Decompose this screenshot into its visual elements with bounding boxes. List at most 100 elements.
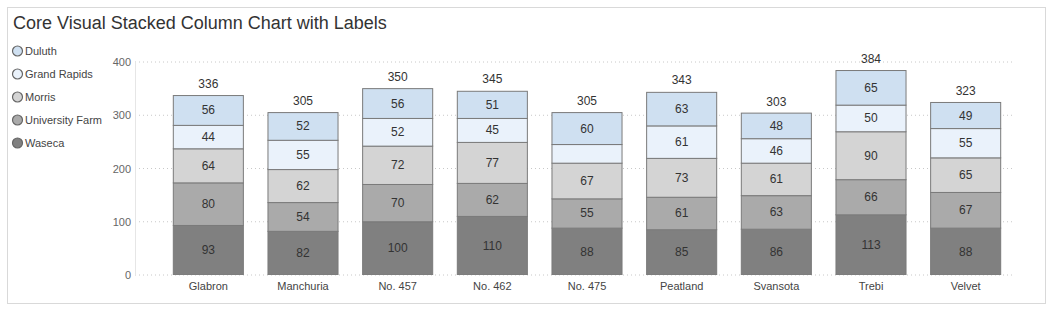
- bar-segment: [741, 113, 811, 139]
- legend-label: Grand Rapids: [25, 68, 93, 80]
- data-label: 54: [296, 210, 310, 224]
- data-label: 63: [675, 102, 689, 116]
- bar-segment: [741, 196, 811, 230]
- x-tick: Svansota: [753, 275, 800, 292]
- bar-segment: [552, 199, 622, 228]
- bar-segment: [647, 92, 717, 126]
- data-label: 67: [959, 203, 973, 217]
- total-label: 350: [388, 70, 408, 84]
- x-tick: No. 462: [473, 275, 512, 292]
- bar-segment: [741, 163, 811, 195]
- grid: [135, 62, 1013, 275]
- legend-marker: [13, 138, 23, 148]
- bar-segment: [552, 163, 622, 199]
- data-label: 93: [202, 243, 216, 257]
- bar-segment: [173, 125, 243, 148]
- legend-label: University Farm: [25, 114, 102, 126]
- data-label: 46: [770, 144, 784, 158]
- bar-segment: [268, 203, 338, 232]
- x-tick-label: Glabron: [189, 280, 228, 292]
- data-label: 49: [959, 109, 973, 123]
- data-label: 72: [391, 158, 405, 172]
- data-label: 56: [202, 103, 216, 117]
- bar-segment: [457, 216, 527, 275]
- y-tick: 200: [113, 163, 135, 175]
- total-label: 305: [293, 94, 313, 108]
- bar-segment: [836, 215, 906, 275]
- data-label: 48: [770, 119, 784, 133]
- x-tick-label: Svansota: [753, 280, 800, 292]
- data-label: 52: [296, 119, 310, 133]
- data-label: 90: [864, 149, 878, 163]
- visual-frame: [8, 8, 1046, 304]
- total-label: 343: [672, 73, 692, 87]
- bar-segment: [363, 222, 433, 275]
- x-tick-label: Velvet: [951, 280, 981, 292]
- data-label: 52: [391, 125, 405, 139]
- legend-label: Waseca: [25, 137, 65, 149]
- legend-label: Morris: [25, 91, 56, 103]
- data-label: 100: [388, 241, 408, 255]
- bar-segment: [836, 132, 906, 180]
- y-tick: 300: [113, 109, 135, 121]
- data-label: 70: [391, 196, 405, 210]
- chart: Core Visual Stacked Column Chart with La…: [0, 0, 1055, 310]
- data-label: 80: [202, 197, 216, 211]
- data-label: 67: [580, 174, 594, 188]
- bar-segment: [268, 113, 338, 141]
- data-label: 55: [296, 148, 310, 162]
- y-axis: 0 100 200 300 400: [113, 56, 136, 281]
- x-tick: Trebi: [859, 275, 884, 292]
- legend-label: Duluth: [25, 45, 57, 57]
- data-label: 82: [296, 246, 310, 260]
- x-tick-label: No. 457: [378, 280, 417, 292]
- data-label: 65: [864, 81, 878, 95]
- x-tick: No. 457: [378, 275, 417, 292]
- bar-segment: [931, 158, 1001, 193]
- legend-marker: [13, 115, 23, 125]
- bar-segment: [647, 197, 717, 229]
- bar-segment: [457, 183, 527, 216]
- data-label: 73: [675, 171, 689, 185]
- bar-segment: [457, 142, 527, 183]
- x-tick: Velvet: [951, 275, 981, 292]
- total-label: 345: [482, 72, 502, 86]
- y-tick-label: 0: [125, 269, 131, 281]
- bar-segment: [931, 129, 1001, 158]
- y-tick-label: 400: [113, 56, 131, 68]
- bar-segment: [741, 229, 811, 275]
- data-label: 51: [486, 98, 500, 112]
- bar-segment: [836, 180, 906, 215]
- bar-segment: [173, 183, 243, 226]
- data-label: 65: [959, 168, 973, 182]
- data-label: 56: [391, 97, 405, 111]
- y-tick: 400: [113, 56, 135, 68]
- bar-segment: [836, 71, 906, 106]
- bar-segment: [268, 140, 338, 169]
- bar-segment: [741, 139, 811, 163]
- x-axis: GlabronManchuriaNo. 457No. 462No. 475Pea…: [162, 275, 1014, 292]
- x-tick: Manchuria: [277, 275, 329, 292]
- total-label: 384: [861, 52, 881, 66]
- totals: 336 305 350 345 305 343 303 384 323: [198, 52, 976, 109]
- bar-segment: [363, 118, 433, 146]
- data-label: 61: [675, 135, 689, 149]
- bars: [173, 71, 1000, 275]
- data-label: 62: [486, 193, 500, 207]
- data-label: 86: [770, 245, 784, 259]
- total-label: 336: [198, 77, 218, 91]
- data-label: 50: [864, 111, 878, 125]
- x-tick-label: No. 475: [568, 280, 607, 292]
- y-tick-label: 100: [113, 216, 131, 228]
- bar-segment: [552, 145, 622, 164]
- bar-segment: [647, 126, 717, 158]
- data-label: 44: [202, 130, 216, 144]
- total-label: 323: [956, 84, 976, 98]
- y-axis-line: [135, 63, 136, 276]
- bar-segment: [173, 149, 243, 183]
- total-label: 303: [766, 95, 786, 109]
- data-label: 61: [770, 172, 784, 186]
- total-label: 305: [577, 94, 597, 108]
- data-labels: 9382100110888586113888054706255616366676…: [202, 81, 973, 260]
- data-label: 61: [675, 206, 689, 220]
